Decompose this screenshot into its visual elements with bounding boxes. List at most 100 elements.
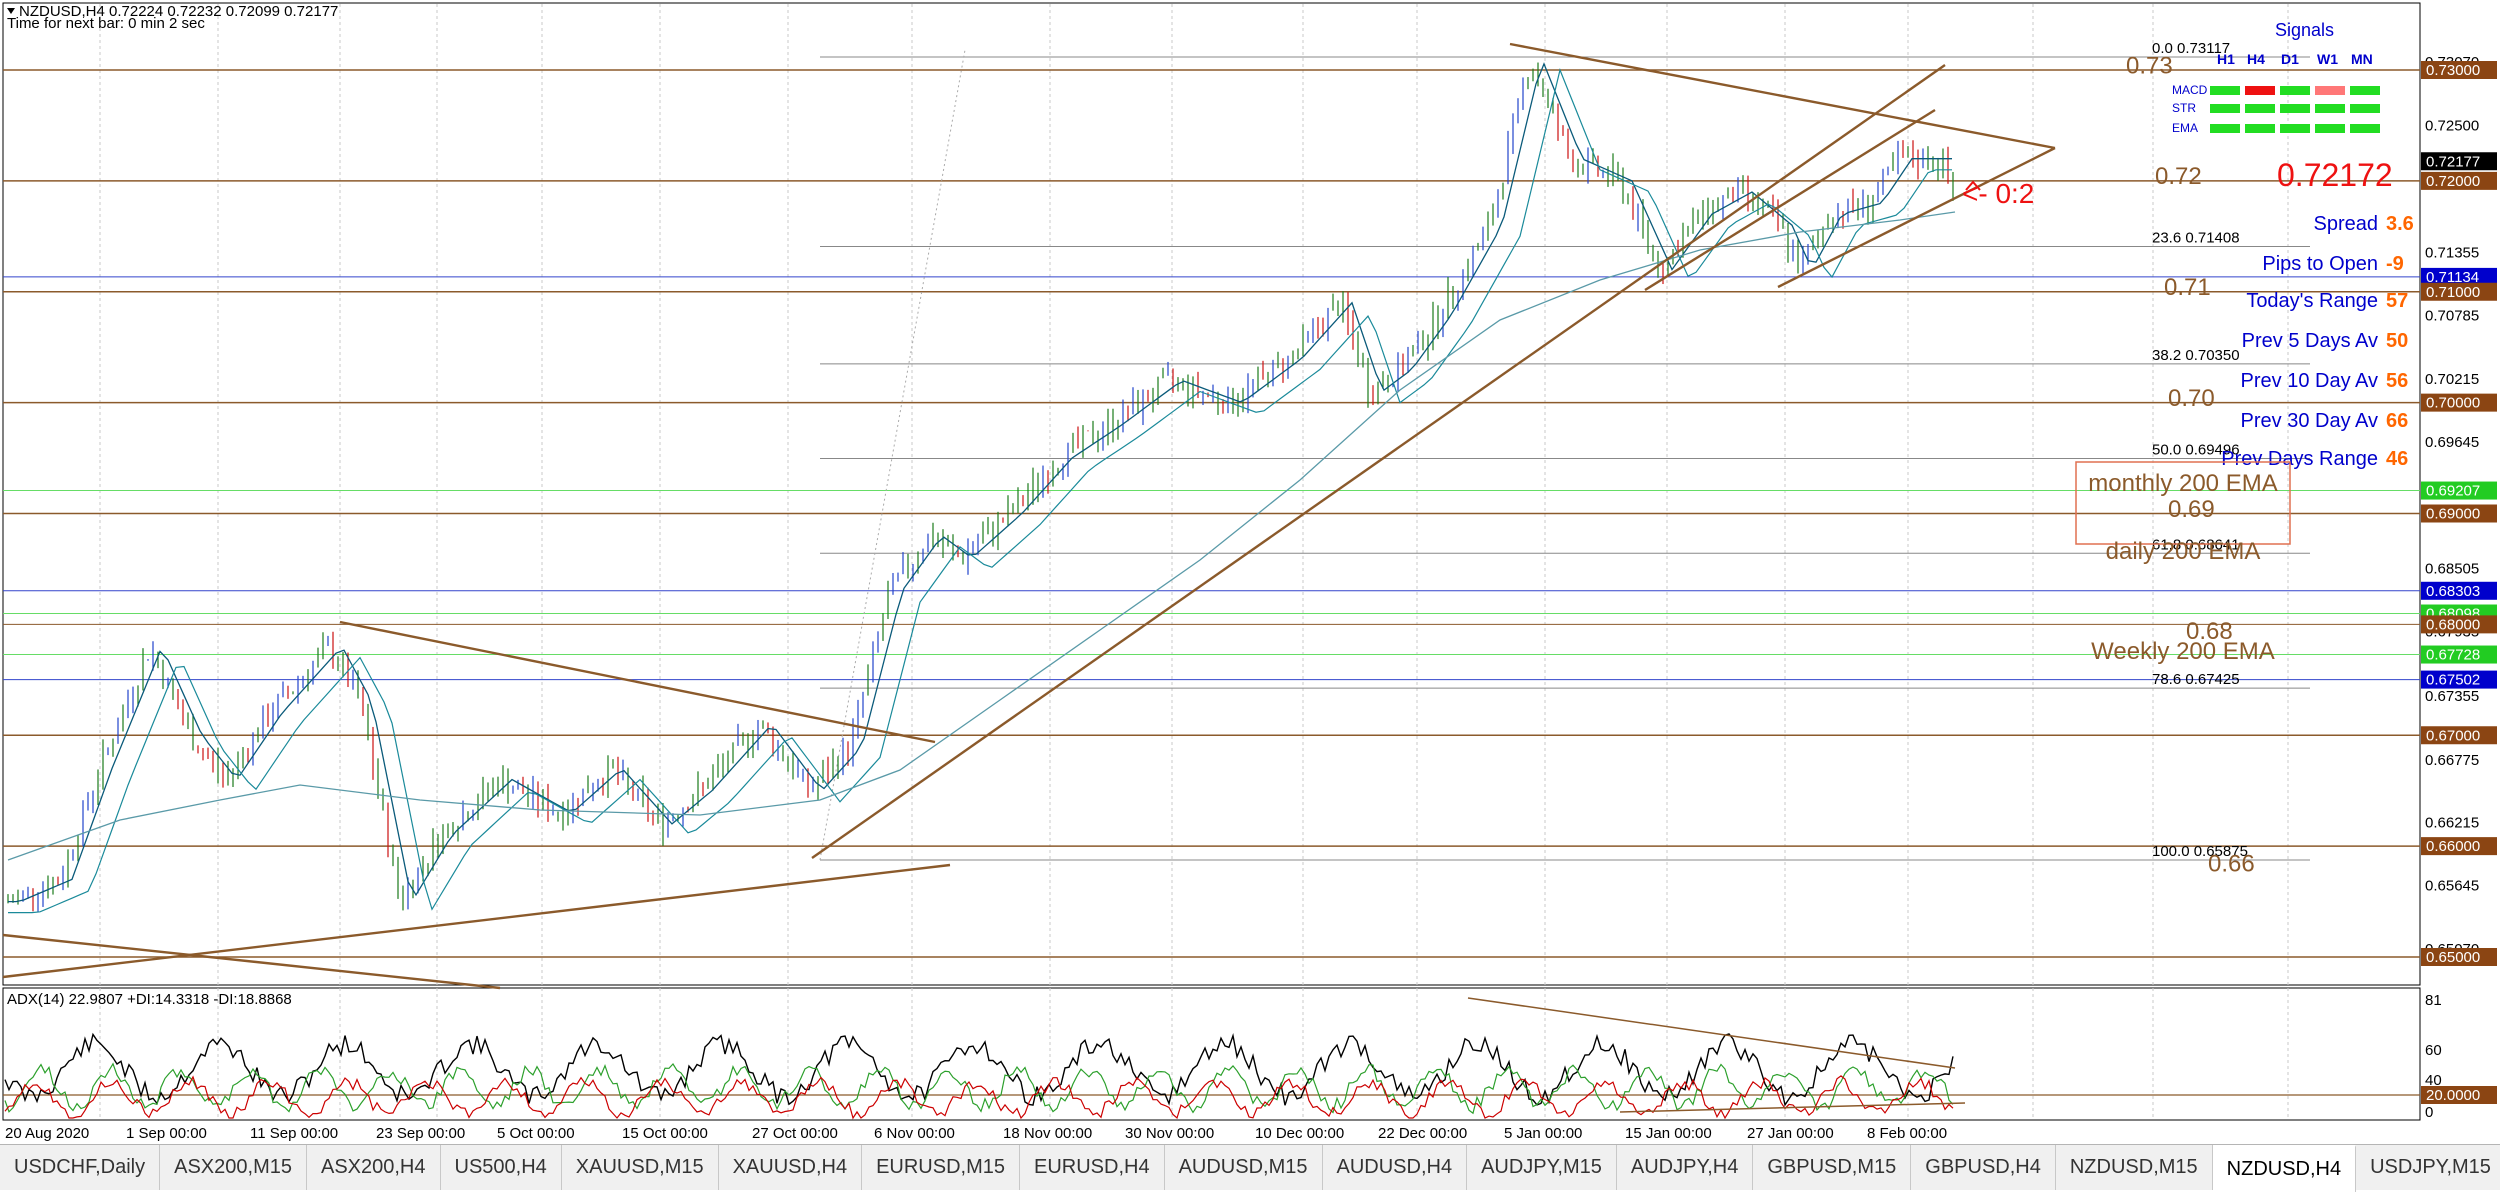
price-tag-text: 0.69207 bbox=[2426, 483, 2480, 500]
trend-line bbox=[2, 933, 501, 990]
tab-xauusd-m15[interactable]: XAUUSD,M15 bbox=[562, 1145, 719, 1190]
tab-audusd-h4[interactable]: AUDUSD,H4 bbox=[1323, 1145, 1468, 1190]
fib-diagonal bbox=[819, 49, 966, 861]
adx-trend-line bbox=[1467, 997, 1956, 1069]
tab-eurusd-h4[interactable]: EURUSD,H4 bbox=[1020, 1145, 1165, 1190]
info-value: 46 bbox=[2386, 448, 2408, 470]
info-value: 66 bbox=[2386, 410, 2408, 432]
symbol-header: NZDUSD,H4 0.72224 0.72232 0.72099 0.7217… bbox=[19, 3, 338, 20]
price-axis-label: 0.71355 bbox=[2425, 244, 2479, 261]
time-label: 20 Aug 2020 bbox=[5, 1125, 89, 1142]
signals-column-h1: H1 bbox=[2217, 51, 2235, 67]
price-axis-label: 0.72500 bbox=[2425, 117, 2479, 134]
signal-cell bbox=[2315, 104, 2345, 113]
trend-line bbox=[1509, 42, 2056, 150]
tab-usdchf-daily[interactable]: USDCHF,Daily bbox=[0, 1145, 161, 1190]
price-tag-text: 0.69000 bbox=[2426, 506, 2480, 523]
price-axis-label: 0.70785 bbox=[2425, 308, 2479, 325]
price-panel-frame bbox=[2, 2, 2421, 986]
info-label: Spread bbox=[2314, 213, 2379, 235]
tab-audjpy-h4[interactable]: AUDJPY,H4 bbox=[1617, 1145, 1754, 1190]
tab-gbpusd-m15[interactable]: GBPUSD,M15 bbox=[1753, 1145, 1912, 1190]
signals-column-h4: H4 bbox=[2247, 51, 2265, 67]
time-label: 27 Oct 00:00 bbox=[752, 1125, 838, 1142]
signal-cell bbox=[2315, 124, 2345, 133]
tab-audjpy-m15[interactable]: AUDJPY,M15 bbox=[1467, 1145, 1617, 1190]
signal-cell bbox=[2210, 124, 2240, 133]
tab-audusd-m15[interactable]: AUDUSD,M15 bbox=[1165, 1145, 1323, 1190]
countdown-arrow-icon bbox=[1965, 180, 1981, 191]
fib-label: 50.0 0.69496 bbox=[2152, 442, 2240, 459]
adx-axis-label: 0 bbox=[2425, 1104, 2433, 1121]
signals-row-label: EMA bbox=[2172, 121, 2198, 135]
time-label: 15 Oct 00:00 bbox=[622, 1125, 708, 1142]
price-tag-text: 0.65000 bbox=[2426, 949, 2480, 966]
adx-level-tag bbox=[2421, 1086, 2497, 1104]
tab-xauusd-h4[interactable]: XAUUSD,H4 bbox=[719, 1145, 863, 1190]
tab-usdjpy-m15[interactable]: USDJPY,M15 bbox=[2356, 1145, 2500, 1190]
level-label: 0.69 bbox=[2168, 496, 2215, 523]
tab-asx200-h4[interactable]: ASX200,H4 bbox=[307, 1145, 441, 1190]
adx-indicator bbox=[3, 997, 2420, 1120]
signals-column-mn: MN bbox=[2351, 51, 2373, 67]
info-label: Prev 30 Day Av bbox=[2241, 410, 2378, 432]
level-label: 0.71 bbox=[2164, 274, 2211, 301]
signals-column-d1: D1 bbox=[2281, 51, 2299, 67]
trend-line bbox=[1777, 146, 2056, 289]
time-label: 11 Sep 00:00 bbox=[250, 1125, 338, 1142]
signal-cell bbox=[2350, 124, 2380, 133]
monthly-ema-label: monthly 200 EMA bbox=[2088, 470, 2277, 497]
tab-asx200-m15[interactable]: ASX200,M15 bbox=[160, 1145, 307, 1190]
level-label: 0.73 bbox=[2126, 52, 2173, 79]
tab-nzdusd-m15[interactable]: NZDUSD,M15 bbox=[2056, 1145, 2213, 1190]
price-tag bbox=[2421, 481, 2497, 500]
tab-eurusd-m15[interactable]: EURUSD,M15 bbox=[862, 1145, 1020, 1190]
time-label: 10 Dec 00:00 bbox=[1255, 1125, 1344, 1142]
info-label: Prev 5 Days Av bbox=[2242, 330, 2378, 352]
adx-line bbox=[4, 1032, 1954, 1107]
tab-nzdusd-h4[interactable]: NZDUSD,H4 bbox=[2212, 1145, 2357, 1192]
fib-label: 100.0 0.65875 bbox=[2152, 843, 2248, 860]
price-axis-label: 0.65645 bbox=[2425, 877, 2479, 894]
price-axis-label: 0.66215 bbox=[2425, 814, 2479, 831]
price-tag-text: 0.70000 bbox=[2426, 395, 2480, 412]
adx-header: ADX(14) 22.9807 +DI:14.3318 -DI:18.8868 bbox=[7, 991, 292, 1008]
signals-row-label: MACD bbox=[2172, 83, 2208, 97]
adx-trend-line bbox=[1619, 1102, 1966, 1113]
level-label: 0.70 bbox=[2168, 385, 2215, 412]
signal-cell bbox=[2245, 124, 2275, 133]
trend-line bbox=[2, 863, 951, 979]
price-tag-text: 0.67728 bbox=[2426, 647, 2480, 664]
adx-axis-label: 60 bbox=[2425, 1042, 2442, 1059]
time-label: 30 Nov 00:00 bbox=[1125, 1125, 1214, 1142]
price-tag bbox=[2421, 837, 2497, 856]
price-tag bbox=[2421, 948, 2497, 966]
time-label: 5 Oct 00:00 bbox=[497, 1125, 575, 1142]
adx-axis-label: 40 bbox=[2425, 1072, 2442, 1089]
tab-us500-h4[interactable]: US500,H4 bbox=[441, 1145, 562, 1190]
signals-row-label: STR bbox=[2172, 101, 2196, 115]
signal-cell bbox=[2350, 86, 2380, 95]
fib-label: 38.2 0.70350 bbox=[2152, 347, 2240, 364]
dropdown-triangle-icon[interactable] bbox=[7, 8, 15, 14]
time-label: 23 Sep 00:00 bbox=[376, 1125, 465, 1142]
price-tag-text: 0.71134 bbox=[2426, 269, 2479, 286]
signal-cell bbox=[2280, 124, 2310, 133]
signal-cell bbox=[2245, 104, 2275, 113]
slow-ma-line bbox=[7, 211, 1956, 861]
signal-cell bbox=[2280, 104, 2310, 113]
price-tag bbox=[2421, 393, 2497, 412]
info-label: Today's Range bbox=[2246, 290, 2378, 312]
trend-line bbox=[1644, 108, 1936, 292]
price-tag-text: 0.73000 bbox=[2426, 62, 2480, 79]
time-label: 22 Dec 00:00 bbox=[1378, 1125, 1467, 1142]
chart-annotations: 0.73 0.72 0.71 0.70 0.69 0.68 0.66 bbox=[2126, 52, 2255, 877]
tab-gbpusd-h4[interactable]: GBPUSD,H4 bbox=[1911, 1145, 2056, 1190]
chart-canvas[interactable]: 0.0 0.73117 23.6 0.71408 38.2 0.70350 50.0 … bbox=[0, 0, 2500, 1144]
fib-retracement: 0.0 0.73117 23.6 0.71408 38.2 0.70350 50.0 … bbox=[819, 40, 2310, 861]
level-label: 0.68 bbox=[2186, 618, 2233, 645]
price-tag-text: 0.72000 bbox=[2426, 173, 2480, 190]
info-value: -9 bbox=[2386, 253, 2404, 275]
horizontal-levels bbox=[3, 69, 2420, 958]
price-tag bbox=[2421, 61, 2497, 79]
